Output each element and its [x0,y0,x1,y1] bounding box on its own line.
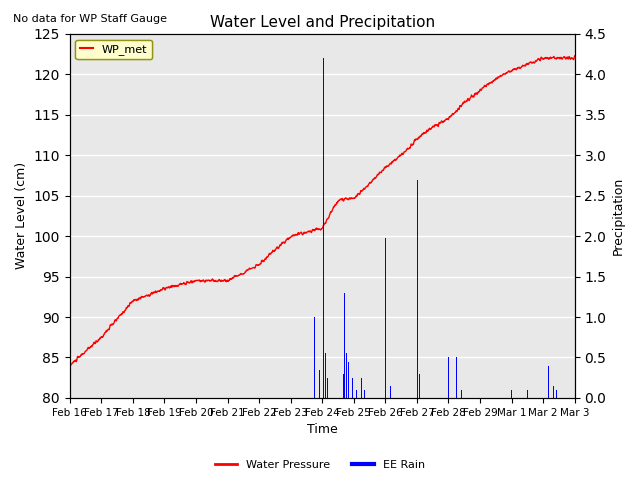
Y-axis label: Precipitation: Precipitation [612,177,625,255]
Title: Water Level and Precipitation: Water Level and Precipitation [210,15,435,30]
Text: No data for WP Staff Gauge: No data for WP Staff Gauge [13,14,167,24]
Legend: Water Pressure, EE Rain: Water Pressure, EE Rain [210,456,430,474]
Y-axis label: Water Level (cm): Water Level (cm) [15,162,28,269]
X-axis label: Time: Time [307,423,338,436]
Legend: WP_met: WP_met [76,39,152,60]
